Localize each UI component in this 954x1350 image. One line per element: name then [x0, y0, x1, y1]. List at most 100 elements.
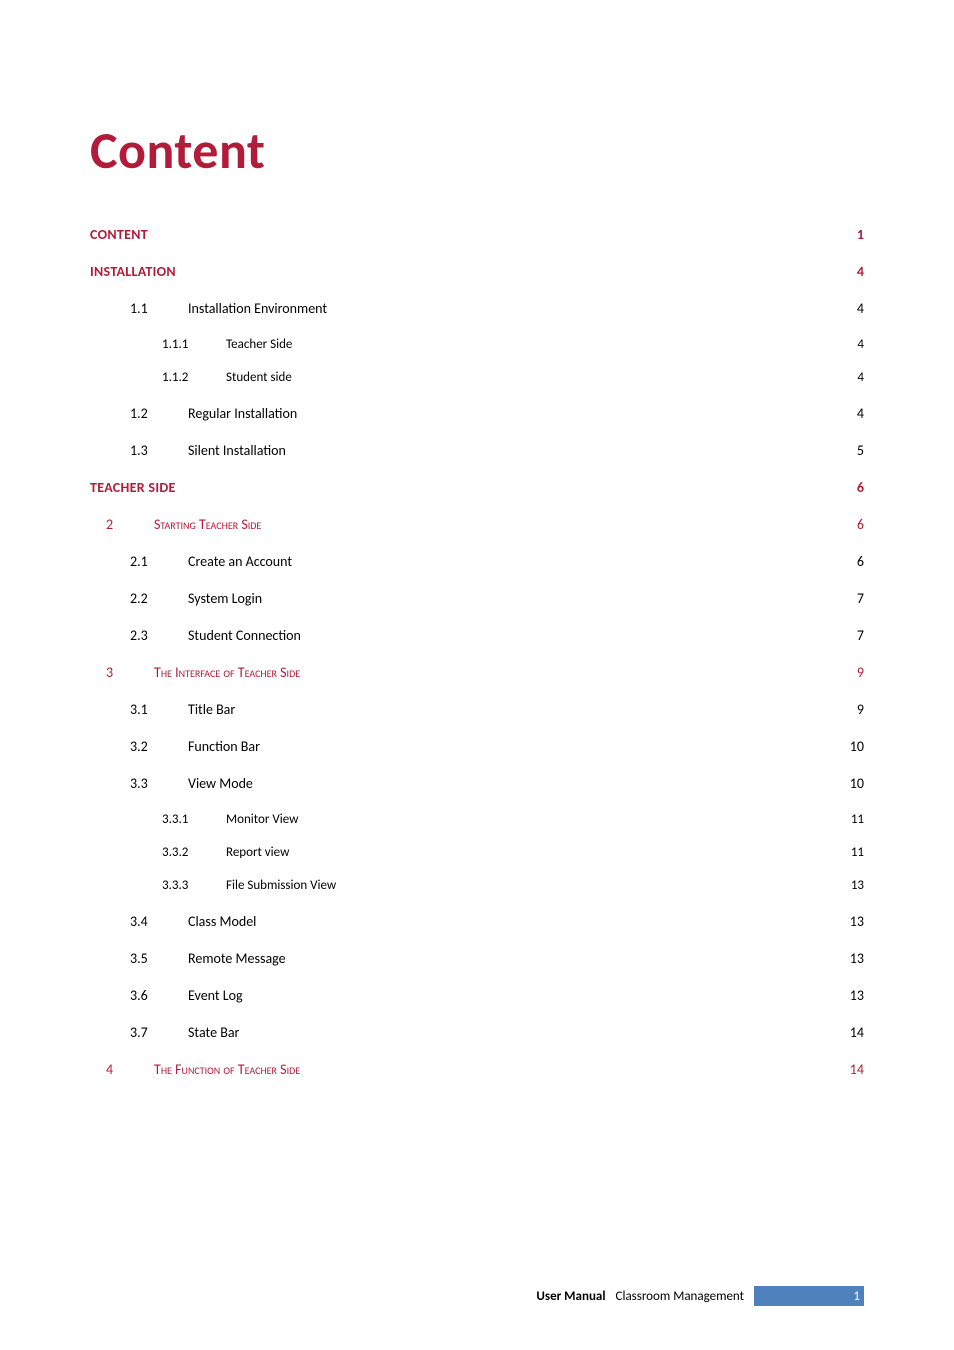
toc-entry-label: View Mode	[188, 775, 253, 792]
toc-entry-page: 6	[857, 553, 864, 570]
toc-entry-number: 3.2	[130, 738, 188, 755]
footer-page-badge: 1	[754, 1286, 864, 1306]
toc-entry[interactable]: 2Starting Teacher Side 6	[90, 516, 864, 533]
table-of-contents: Content1Installation41.1Installation Env…	[90, 226, 864, 1078]
page: Content Content1Installation41.1Installa…	[0, 0, 954, 1350]
toc-entry-page: 13	[850, 913, 864, 930]
toc-entry-label: Installation	[90, 263, 176, 280]
toc-entry[interactable]: 3.6Event Log 13	[90, 987, 864, 1004]
toc-entry-label: Event Log	[188, 987, 243, 1004]
toc-entry-number: 1.2	[130, 405, 188, 422]
toc-entry-label: System Login	[188, 590, 262, 607]
toc-entry-page: 9	[857, 664, 864, 681]
toc-entry[interactable]: 3The Interface of Teacher Side 9	[90, 664, 864, 681]
toc-entry[interactable]: 3.2Function Bar 10	[90, 738, 864, 755]
toc-entry[interactable]: 3.7State Bar 14	[90, 1024, 864, 1041]
toc-entry-label: Regular Installation	[188, 405, 297, 422]
toc-entry-number: 2	[106, 516, 154, 533]
toc-entry-label: Title Bar	[188, 701, 235, 718]
toc-entry[interactable]: Teacher Side 6	[90, 479, 864, 496]
toc-entry-page: 6	[857, 516, 864, 533]
toc-entry[interactable]: Installation 4	[90, 263, 864, 280]
toc-entry[interactable]: 3.3.3File Submission View 13	[90, 878, 864, 893]
page-footer: User Manual Classroom Management 1	[90, 1286, 864, 1306]
toc-entry-page: 5	[857, 442, 864, 459]
toc-entry-page: 10	[850, 775, 864, 792]
toc-entry-page: 4	[857, 370, 864, 385]
toc-entry[interactable]: 3.3.1Monitor View 11	[90, 812, 864, 827]
toc-entry-page: 7	[857, 590, 864, 607]
toc-entry-label: Create an Account	[188, 553, 292, 570]
toc-entry[interactable]: Content 1	[90, 226, 864, 243]
toc-entry-label: State Bar	[188, 1024, 239, 1041]
toc-entry-page: 14	[850, 1024, 864, 1041]
toc-entry-number: 3.1	[130, 701, 188, 718]
toc-entry-number: 3.3.2	[162, 845, 226, 860]
toc-entry-number: 3.6	[130, 987, 188, 1004]
toc-entry-page: 13	[850, 987, 864, 1004]
toc-entry-page: 10	[850, 738, 864, 755]
toc-entry-number: 1.3	[130, 442, 188, 459]
toc-entry-label: Function Bar	[188, 738, 260, 755]
toc-entry-label: Monitor View	[226, 812, 298, 827]
toc-entry-number: 1.1.1	[162, 337, 226, 352]
toc-entry-label: Teacher Side	[226, 337, 292, 352]
footer-manual-label: User Manual	[536, 1289, 605, 1304]
toc-entry-number: 3	[106, 664, 154, 681]
toc-entry-label: File Submission View	[226, 878, 336, 893]
toc-entry-number: 1.1.2	[162, 370, 226, 385]
toc-entry-page: 11	[851, 812, 864, 827]
toc-entry-label: Student side	[226, 370, 292, 385]
footer-subtitle: Classroom Management	[616, 1289, 744, 1304]
toc-entry[interactable]: 3.4Class Model 13	[90, 913, 864, 930]
toc-entry[interactable]: 1.1Installation Environment 4	[90, 300, 864, 317]
toc-entry-page: 1	[857, 226, 864, 243]
toc-entry[interactable]: 3.1Title Bar 9	[90, 701, 864, 718]
toc-entry[interactable]: 1.1.1Teacher Side 4	[90, 337, 864, 352]
toc-entry-label: Installation Environment	[188, 300, 327, 317]
toc-entry-label: Starting Teacher Side	[154, 516, 261, 533]
toc-entry-page: 11	[851, 845, 864, 860]
toc-entry[interactable]: 2.2System Login 7	[90, 590, 864, 607]
toc-entry[interactable]: 2.3Student Connection 7	[90, 627, 864, 644]
toc-entry-number: 2.1	[130, 553, 188, 570]
toc-entry-number: 3.3.3	[162, 878, 226, 893]
toc-entry-label: Teacher Side	[90, 479, 176, 496]
toc-entry-page: 4	[857, 263, 864, 280]
toc-entry-number: 2.2	[130, 590, 188, 607]
toc-entry-label: Remote Message	[188, 950, 286, 967]
toc-entry[interactable]: 3.5Remote Message 13	[90, 950, 864, 967]
toc-entry-page: 13	[851, 878, 864, 893]
toc-entry-number: 3.5	[130, 950, 188, 967]
toc-entry-page: 6	[857, 479, 864, 496]
toc-entry[interactable]: 3.3View Mode 10	[90, 775, 864, 792]
toc-entry[interactable]: 1.2Regular Installation 4	[90, 405, 864, 422]
toc-entry-number: 3.3	[130, 775, 188, 792]
toc-entry-number: 3.7	[130, 1024, 188, 1041]
toc-entry-page: 13	[850, 950, 864, 967]
toc-entry-page: 4	[857, 405, 864, 422]
toc-entry-number: 4	[106, 1061, 154, 1078]
toc-entry-number: 1.1	[130, 300, 188, 317]
toc-entry-number: 3.3.1	[162, 812, 226, 827]
toc-entry-label: Content	[90, 226, 148, 243]
toc-entry[interactable]: 4The Function of Teacher Side 14	[90, 1061, 864, 1078]
toc-entry[interactable]: 2.1Create an Account 6	[90, 553, 864, 570]
toc-entry-number: 2.3	[130, 627, 188, 644]
toc-entry[interactable]: 1.1.2Student side 4	[90, 370, 864, 385]
toc-entry-page: 4	[857, 337, 864, 352]
toc-entry-page: 9	[857, 701, 864, 718]
toc-entry-label: Silent Installation	[188, 442, 286, 459]
toc-entry-page: 4	[857, 300, 864, 317]
toc-entry-label: Student Connection	[188, 627, 301, 644]
toc-entry-page: 7	[857, 627, 864, 644]
toc-entry[interactable]: 1.3Silent Installation 5	[90, 442, 864, 459]
toc-entry-label: Report view	[226, 845, 289, 860]
toc-entry-label: Class Model	[188, 913, 256, 930]
toc-entry-label: The Interface of Teacher Side	[154, 664, 300, 681]
page-title: Content	[90, 118, 864, 182]
toc-entry-label: The Function of Teacher Side	[154, 1061, 300, 1078]
toc-entry-page: 14	[850, 1061, 864, 1078]
toc-entry-number: 3.4	[130, 913, 188, 930]
toc-entry[interactable]: 3.3.2Report view 11	[90, 845, 864, 860]
